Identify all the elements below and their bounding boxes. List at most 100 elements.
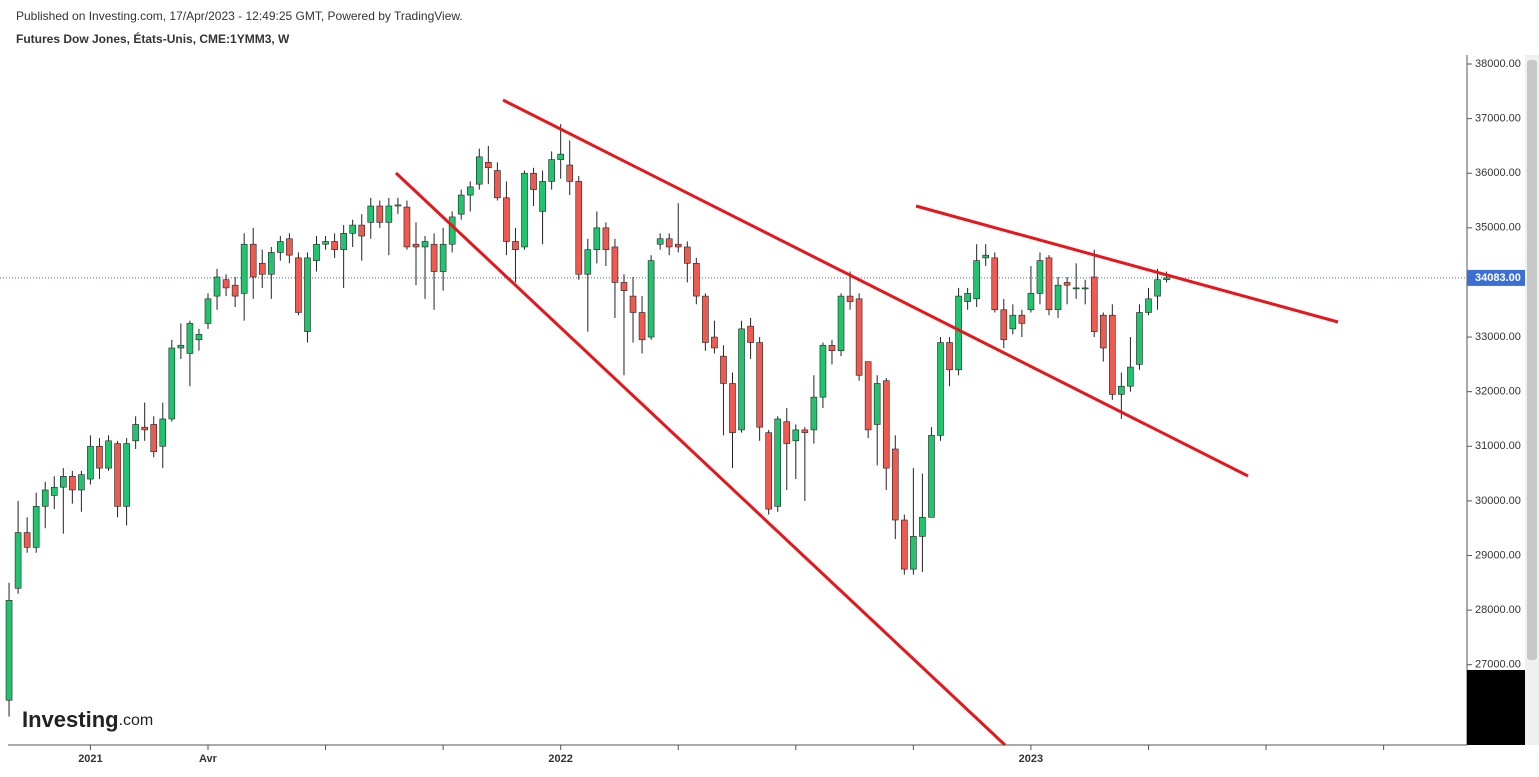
candle-body (1090, 276, 1098, 332)
candle (711, 320, 718, 354)
candle-body (1099, 314, 1107, 349)
candle-body (267, 252, 275, 275)
candle-body (96, 445, 103, 469)
candle (394, 197, 402, 215)
candle (548, 151, 555, 190)
candle (5, 582, 13, 717)
candle-body (991, 257, 999, 311)
candle-body (204, 298, 212, 324)
candle-body (946, 342, 953, 371)
trend-line (915, 204, 1339, 324)
y-tick-label: 37000.00 (1475, 113, 1521, 125)
candle (919, 473, 926, 572)
candle-body (123, 443, 130, 507)
candle-body (213, 276, 221, 297)
candle-body (919, 516, 926, 537)
candle (1027, 266, 1035, 313)
candle-body (557, 153, 564, 160)
candle (14, 500, 22, 594)
last-price-label: 34083.00 (1475, 272, 1521, 284)
candle (729, 372, 736, 469)
candle (267, 246, 275, 299)
candle (421, 236, 429, 299)
candle (96, 438, 103, 480)
y-tick-label: 31000.00 (1475, 440, 1521, 452)
candle-body (548, 159, 555, 182)
candle (123, 438, 130, 526)
candle (656, 233, 664, 250)
candle (882, 378, 890, 490)
candle (584, 238, 592, 332)
x-tick-label: Avr (199, 753, 218, 765)
candle (186, 320, 194, 387)
candle-body (1118, 385, 1125, 395)
candle (693, 257, 700, 305)
candle (837, 293, 845, 357)
candle (792, 424, 800, 480)
published-note: Published on Investing.com, 17/Apr/2023 … (16, 9, 463, 23)
candle-body (394, 204, 402, 207)
candle-body (647, 260, 655, 338)
candle-body (1009, 314, 1017, 330)
candle (1081, 279, 1089, 305)
candle-body (222, 279, 230, 289)
candle (864, 361, 872, 439)
candle (620, 274, 628, 376)
y-tick-label: 38000.00 (1475, 58, 1521, 70)
candle (340, 225, 347, 288)
candle-body (828, 344, 836, 352)
candle (295, 252, 302, 316)
candle (973, 244, 980, 308)
candle-body (195, 334, 203, 341)
candle (611, 238, 619, 318)
candle-body (331, 241, 338, 250)
candle-body (412, 243, 420, 248)
candle (439, 227, 447, 291)
candle-body (720, 355, 727, 384)
candle (747, 317, 754, 359)
scroll-thumb[interactable] (1527, 60, 1537, 660)
candle (1018, 309, 1026, 338)
x-tick-label: 2022 (548, 753, 572, 765)
candle (665, 233, 673, 256)
candle (1127, 337, 1134, 392)
candle (503, 181, 510, 256)
candle (195, 328, 203, 351)
y-tick-label: 33000.00 (1475, 331, 1521, 343)
candle (132, 416, 139, 450)
candle (828, 339, 836, 365)
candle (873, 375, 881, 466)
candle-body (665, 238, 673, 248)
candle-body (738, 328, 745, 431)
candle (1090, 249, 1098, 338)
candle-body (340, 233, 347, 250)
candle-body (1063, 282, 1071, 286)
logo: Investing.com (22, 707, 153, 732)
candle (1072, 263, 1080, 299)
candle-body (78, 474, 85, 491)
candle-body (783, 421, 791, 444)
candle-body (765, 432, 772, 510)
plot-area: 27000.00 28000.00 29000.00 30000.00 31000.00… (0, 58, 1521, 765)
candle (629, 276, 637, 343)
candle-body (864, 361, 872, 431)
candle (466, 181, 474, 212)
candle-body (1081, 287, 1089, 290)
candle-body (747, 325, 754, 343)
candle-body (1154, 279, 1161, 297)
candle (855, 293, 863, 381)
candle (683, 241, 691, 283)
candle-body (494, 170, 501, 199)
candle-body (774, 418, 782, 507)
candle (647, 255, 655, 340)
candle (358, 214, 366, 261)
candle-body (475, 156, 483, 185)
candle-body (1072, 287, 1080, 290)
candle-body (1000, 309, 1008, 341)
candle-body (683, 246, 691, 264)
candle (991, 252, 999, 313)
candle (403, 200, 411, 250)
candle (177, 323, 185, 359)
candle-body (882, 380, 890, 469)
